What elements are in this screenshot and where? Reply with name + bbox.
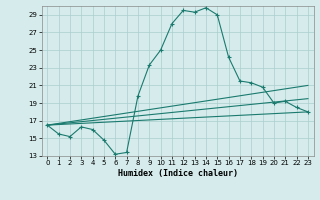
X-axis label: Humidex (Indice chaleur): Humidex (Indice chaleur) (118, 169, 237, 178)
